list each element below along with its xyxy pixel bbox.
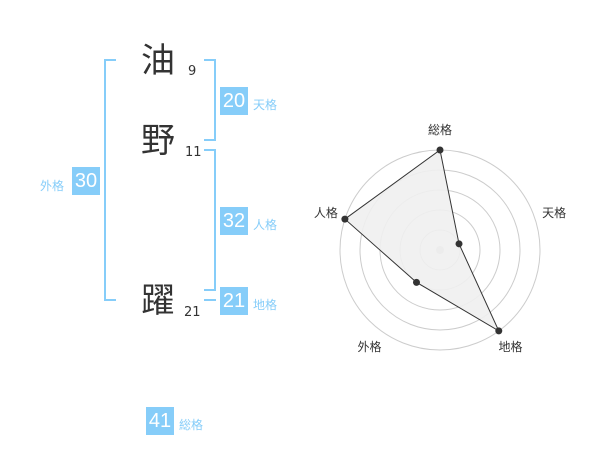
- radar-point: [455, 240, 463, 248]
- radar-point: [495, 327, 503, 335]
- radar-point: [436, 146, 444, 154]
- soukaku-value: 41: [146, 407, 174, 435]
- name-char-1: 油: [141, 41, 175, 81]
- gaikaku-bracket: [104, 59, 116, 301]
- radar-axis-label: 天格: [542, 205, 566, 220]
- radar-point: [412, 278, 420, 286]
- tenkaku-value: 20: [220, 87, 248, 115]
- name-char-2: 野: [141, 121, 175, 161]
- gaikaku-value: 30: [72, 167, 100, 195]
- soukaku-label: 総格: [179, 418, 204, 432]
- stroke-count-2: 11: [185, 145, 202, 160]
- radar-axis-label: 総格: [428, 122, 452, 137]
- chikaku-value: 21: [220, 287, 248, 315]
- radar-axis-label: 人格: [314, 205, 338, 220]
- chikaku-label: 地格: [253, 298, 278, 312]
- gaikaku-label: 外格: [40, 179, 65, 193]
- chikaku-tick: [204, 299, 216, 301]
- jinkaku-bracket: [204, 149, 216, 291]
- jinkaku-value: 32: [220, 207, 248, 235]
- radar-point: [341, 215, 349, 223]
- radar-area: [344, 149, 500, 333]
- radar-axis-label: 外格: [357, 339, 381, 354]
- jinkaku-label: 人格: [253, 218, 278, 232]
- tenkaku-bracket: [204, 59, 216, 141]
- name-char-3: 躍: [141, 281, 175, 321]
- stroke-count-1: 9: [188, 64, 197, 79]
- radar-axis-label: 地格: [499, 339, 523, 354]
- stroke-count-3: 21: [184, 305, 201, 320]
- tenkaku-label: 天格: [253, 98, 278, 112]
